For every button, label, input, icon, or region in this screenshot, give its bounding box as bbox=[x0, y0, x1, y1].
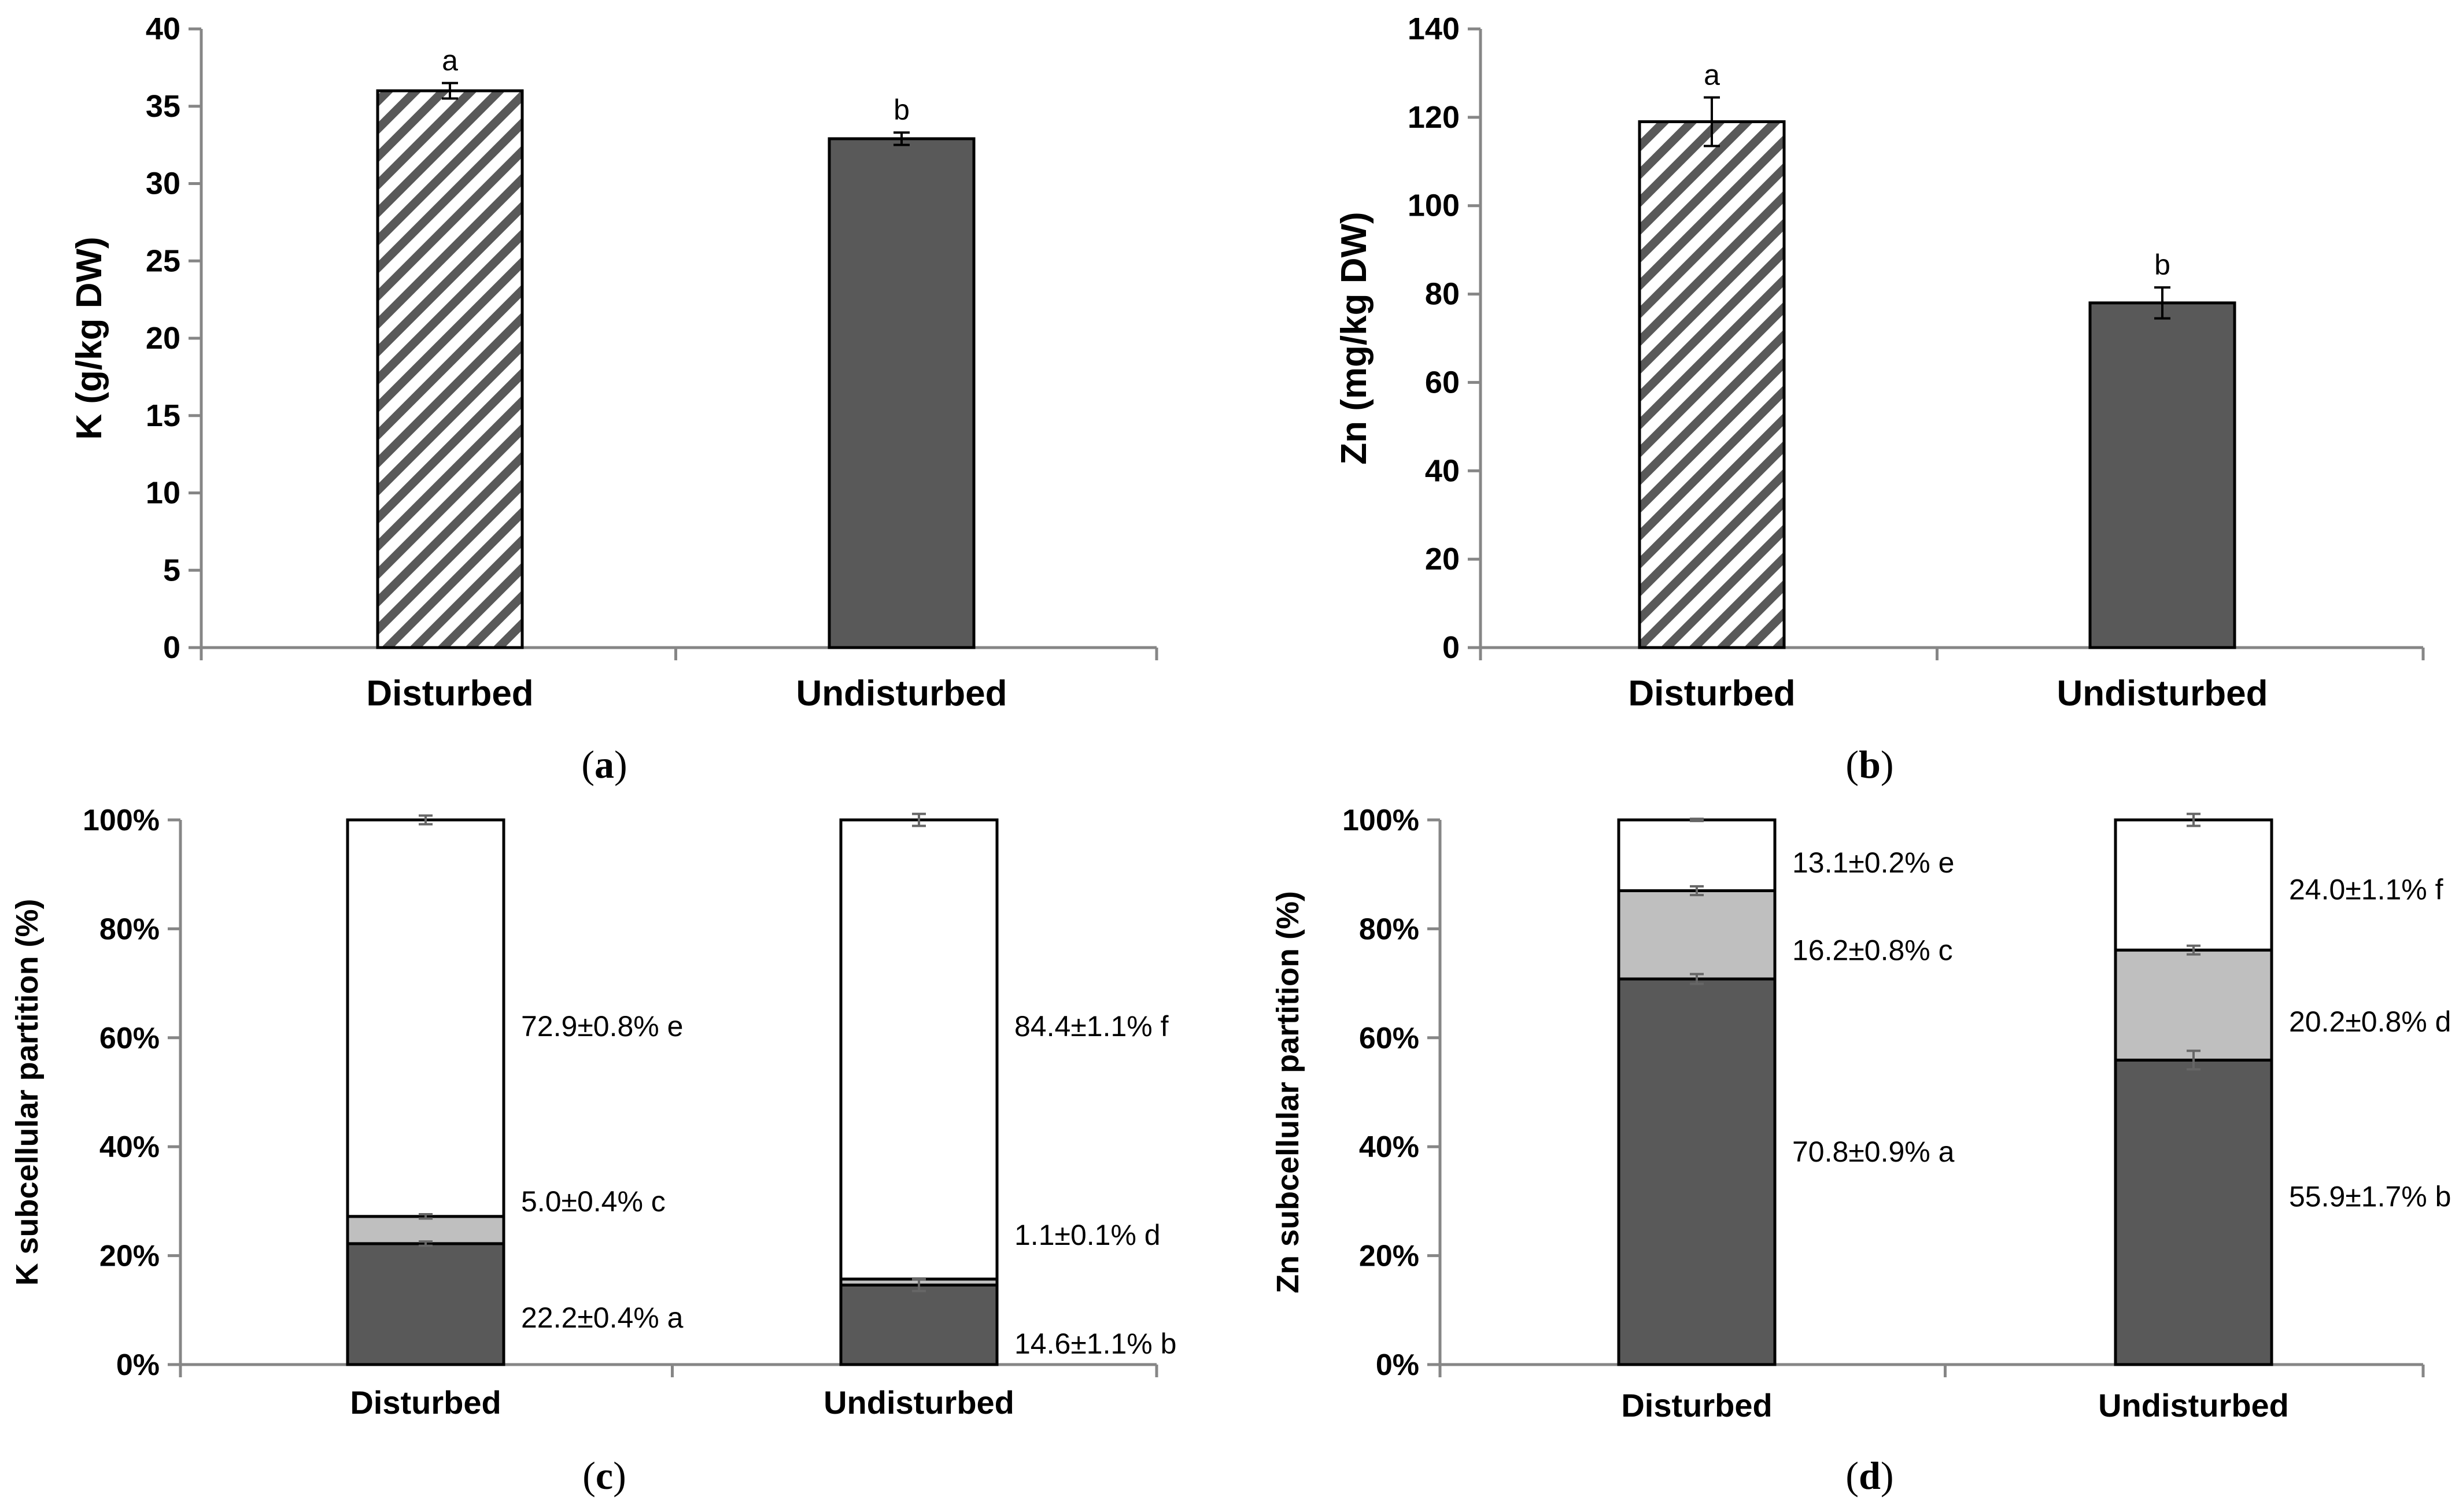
y-tick-label: 0% bbox=[1376, 1348, 1419, 1382]
y-tick-label: 35 bbox=[146, 89, 180, 124]
panel-label-d: (d) bbox=[1845, 1454, 1893, 1498]
stacked-bar-segment-middle bbox=[346, 1215, 505, 1245]
stacked-bar-segment-bottom bbox=[839, 1283, 999, 1366]
segment-data-label: 55.9±1.7% b bbox=[2289, 1180, 2451, 1212]
segment-data-label: 72.9±0.8% e bbox=[521, 1010, 683, 1042]
segment-data-label: 1.1±0.1% d bbox=[1014, 1219, 1161, 1251]
y-tick-label: 60% bbox=[1359, 1022, 1419, 1055]
y-tick-label: 40 bbox=[1425, 453, 1460, 488]
panel-label-c: (c) bbox=[582, 1454, 626, 1498]
bar bbox=[2088, 301, 2236, 649]
stacked-bar-segment-bottom bbox=[1617, 977, 1777, 1366]
x-category-label: Disturbed bbox=[1628, 674, 1795, 714]
segment-data-label: 14.6±1.1% b bbox=[1014, 1328, 1176, 1360]
y-tick-label: 20 bbox=[1425, 542, 1460, 576]
y-tick-label: 80 bbox=[1425, 277, 1460, 312]
stacked-bar-segment-top bbox=[1617, 818, 1777, 892]
significance-letter: a bbox=[442, 45, 458, 77]
x-category-label: Undisturbed bbox=[2098, 1387, 2289, 1424]
stacked-bar-segment-top bbox=[839, 818, 999, 1281]
y-tick-label: 60% bbox=[99, 1022, 160, 1055]
panel-label-a-letter: a bbox=[595, 742, 614, 786]
y-tick-label: 80% bbox=[1359, 912, 1419, 946]
y-tick-label: 40% bbox=[1359, 1130, 1419, 1164]
y-tick-label: 30 bbox=[146, 167, 180, 201]
stacked-bar-segment-bottom bbox=[2114, 1058, 2273, 1366]
stacked-bar-segment-top bbox=[346, 818, 505, 1218]
panel-label-d-letter: d bbox=[1859, 1454, 1881, 1498]
stacked-bar-segment-middle bbox=[2114, 948, 2273, 1062]
segment-data-label: 13.1±0.2% e bbox=[1792, 846, 1954, 879]
panel-label-b-letter: b bbox=[1859, 742, 1881, 786]
panel-c-chart: 0% 20% 40% 60% 80% 100% Disturbed Undisturbed K … bbox=[10, 804, 1176, 1421]
x-category-label: Undisturbed bbox=[796, 674, 1007, 714]
y-tick-label: 0% bbox=[116, 1348, 160, 1382]
y-tick-label: 40 bbox=[146, 12, 180, 46]
panel-label-c-letter: c bbox=[596, 1454, 613, 1498]
panel-b-chart: 0 20 40 60 80 100 120 140 Disturbed Undisturbed Zn… bbox=[1334, 12, 2425, 714]
y-tick-label: 100 bbox=[1408, 188, 1460, 223]
x-category-label: Disturbed bbox=[350, 1384, 501, 1421]
stacked-bar-segment-top bbox=[2114, 818, 2273, 952]
significance-letter: b bbox=[893, 94, 910, 126]
panel-label-a: (a) bbox=[581, 742, 627, 786]
bar bbox=[1638, 120, 1786, 649]
y-tick-label: 20% bbox=[1359, 1240, 1419, 1273]
y-tick-label: 80% bbox=[99, 912, 160, 946]
y-tick-label: 0 bbox=[1442, 630, 1460, 665]
y-axis-title: K (g/kg DW) bbox=[69, 236, 109, 439]
y-tick-label: 140 bbox=[1408, 12, 1460, 46]
y-tick-label: 0 bbox=[163, 630, 180, 665]
bar bbox=[828, 137, 976, 649]
y-tick-label: 5 bbox=[163, 553, 180, 587]
stacked-bar-segment-middle bbox=[1617, 889, 1777, 981]
segment-data-label: 20.2±0.8% d bbox=[2289, 1005, 2451, 1038]
y-tick-label: 15 bbox=[146, 398, 180, 433]
y-tick-label: 10 bbox=[146, 476, 180, 511]
y-tick-label: 40% bbox=[99, 1130, 160, 1164]
significance-letter: b bbox=[2154, 249, 2170, 281]
x-category-label: Disturbed bbox=[1621, 1387, 1772, 1424]
segment-data-label: 22.2±0.4% a bbox=[521, 1302, 684, 1334]
panel-d-chart: 0% 20% 40% 60% 80% 100% Disturbed Undisturbed Zn… bbox=[1271, 804, 2451, 1424]
panel-label-b: (b) bbox=[1845, 742, 1893, 786]
y-tick-label: 100% bbox=[83, 804, 160, 837]
y-tick-label: 20% bbox=[99, 1240, 160, 1273]
y-tick-label: 120 bbox=[1408, 100, 1460, 135]
segment-data-label: 70.8±0.9% a bbox=[1792, 1136, 1955, 1168]
panel-a-chart: 0 5 10 15 20 25 30 35 40 Disturbed Undisturbed K (g… bbox=[69, 12, 1158, 714]
x-category-label: Undisturbed bbox=[824, 1384, 1014, 1421]
y-tick-label: 20 bbox=[146, 321, 180, 356]
y-axis-title: K subcellular partition (%) bbox=[10, 899, 45, 1285]
segment-data-label: 16.2±0.8% c bbox=[1792, 934, 1953, 966]
bar bbox=[376, 89, 524, 649]
y-tick-label: 25 bbox=[146, 243, 180, 278]
y-axis-title: Zn (mg/kg DW) bbox=[1334, 212, 1374, 464]
x-category-label: Undisturbed bbox=[2056, 674, 2268, 714]
x-category-label: Disturbed bbox=[366, 674, 533, 714]
stacked-bar-segment-bottom bbox=[346, 1242, 505, 1366]
segment-data-label: 5.0±0.4% c bbox=[521, 1185, 666, 1218]
y-tick-label: 60 bbox=[1425, 365, 1460, 400]
segment-data-label: 84.4±1.1% f bbox=[1014, 1010, 1169, 1042]
y-tick-label: 100% bbox=[1342, 804, 1419, 837]
segment-data-label: 24.0±1.1% f bbox=[2289, 873, 2443, 905]
y-axis-title: Zn subcellular partition (%) bbox=[1271, 891, 1305, 1293]
significance-letter: a bbox=[1704, 58, 1720, 91]
